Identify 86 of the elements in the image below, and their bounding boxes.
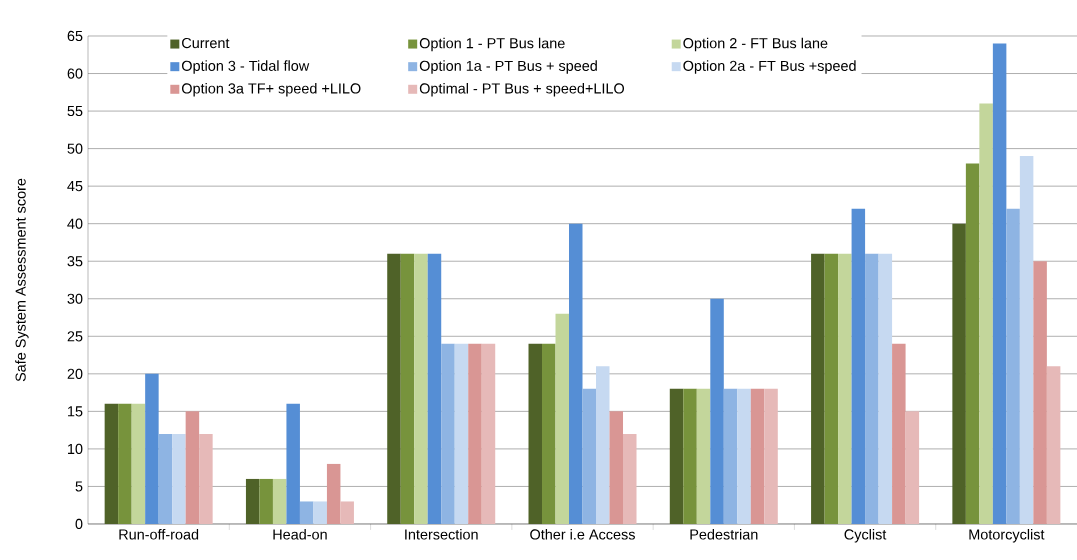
x-tick-label: Motorcyclist <box>969 529 1045 543</box>
bar <box>555 313 570 524</box>
bar <box>245 478 260 524</box>
x-tick-label: Head-on <box>273 529 327 540</box>
bar <box>979 103 993 524</box>
bar <box>340 501 354 524</box>
legend-label: Option 1a - PT Bus + speed <box>419 60 597 74</box>
bar <box>764 388 778 524</box>
bar <box>750 388 765 524</box>
bar <box>104 403 119 524</box>
bar <box>313 501 327 524</box>
bar <box>1046 366 1061 524</box>
x-tick-label: Other i.e Access <box>530 529 635 540</box>
bar <box>737 388 751 524</box>
y-tick-label: 40 <box>67 218 83 229</box>
bar <box>172 433 186 524</box>
y-tick-label: 35 <box>67 256 83 267</box>
bar <box>259 478 273 524</box>
x-tick-label: Pedestrian <box>690 529 758 540</box>
bar <box>199 433 213 524</box>
bar <box>905 411 920 524</box>
y-axis-title: Safe System Assessment score <box>15 178 29 382</box>
bar <box>454 343 469 524</box>
bar <box>468 343 482 524</box>
y-tick-label: 65 <box>67 30 83 42</box>
bar <box>669 388 684 524</box>
bar <box>387 253 401 524</box>
y-tick-label: 60 <box>67 68 83 79</box>
bar <box>569 223 583 524</box>
bar <box>286 403 300 524</box>
bar <box>299 501 314 524</box>
bar <box>865 253 879 524</box>
x-tick-label: Cyclist <box>844 529 887 543</box>
legend-label: Option 3a TF+ speed +LILO <box>182 82 361 97</box>
bar <box>878 253 893 524</box>
x-tick-label: Intersection <box>405 529 478 540</box>
bar <box>1006 208 1020 524</box>
bar <box>414 253 428 524</box>
bar <box>965 163 980 524</box>
bar <box>118 403 132 524</box>
bar <box>326 463 341 524</box>
bar <box>838 253 852 524</box>
bar <box>528 343 543 524</box>
bar <box>596 366 610 524</box>
bar <box>131 403 146 524</box>
bar <box>683 388 697 524</box>
y-tick-label: 15 <box>68 406 83 417</box>
legend-label: Option 3 - Tidal flow <box>182 60 310 74</box>
x-tick-label: Run-off-road <box>119 529 199 540</box>
bar <box>851 208 866 524</box>
bar <box>542 343 556 524</box>
y-tick-label: 20 <box>67 368 83 379</box>
bar <box>824 253 839 524</box>
bar <box>481 343 496 524</box>
legend-label: Option 1 - PT Bus lane <box>419 37 565 52</box>
legend-label: Current <box>182 37 230 49</box>
bar <box>710 298 724 524</box>
bar <box>441 343 455 524</box>
y-tick-label: 50 <box>67 143 83 154</box>
y-tick-label: 10 <box>68 443 83 455</box>
y-tick-label: 30 <box>67 293 83 304</box>
y-tick-label: 55 <box>67 106 83 117</box>
bar <box>400 253 415 524</box>
bar <box>992 43 1007 524</box>
bar <box>158 433 173 524</box>
bar <box>623 433 637 524</box>
legend-label: Option 2a - FT Bus +speed <box>683 60 856 74</box>
bar <box>145 373 159 524</box>
bar <box>1033 261 1047 524</box>
legend-label: Optimal - PT Bus + speed+LILO <box>419 82 625 97</box>
bar <box>272 478 287 524</box>
bar <box>582 388 597 524</box>
bar <box>952 223 966 524</box>
bar <box>1019 156 1034 524</box>
bar <box>696 388 711 524</box>
bar <box>723 388 738 524</box>
y-tick-label: 5 <box>75 481 83 492</box>
bar <box>892 343 906 524</box>
bar <box>427 253 442 524</box>
y-tick-label: 0 <box>75 518 83 530</box>
y-tick-label: 25 <box>67 331 83 342</box>
bar <box>811 253 825 524</box>
y-tick-label: 45 <box>67 181 83 192</box>
bar <box>609 411 624 524</box>
bar <box>185 411 200 524</box>
legend-label: Option 2 - FT Bus lane <box>683 37 828 52</box>
